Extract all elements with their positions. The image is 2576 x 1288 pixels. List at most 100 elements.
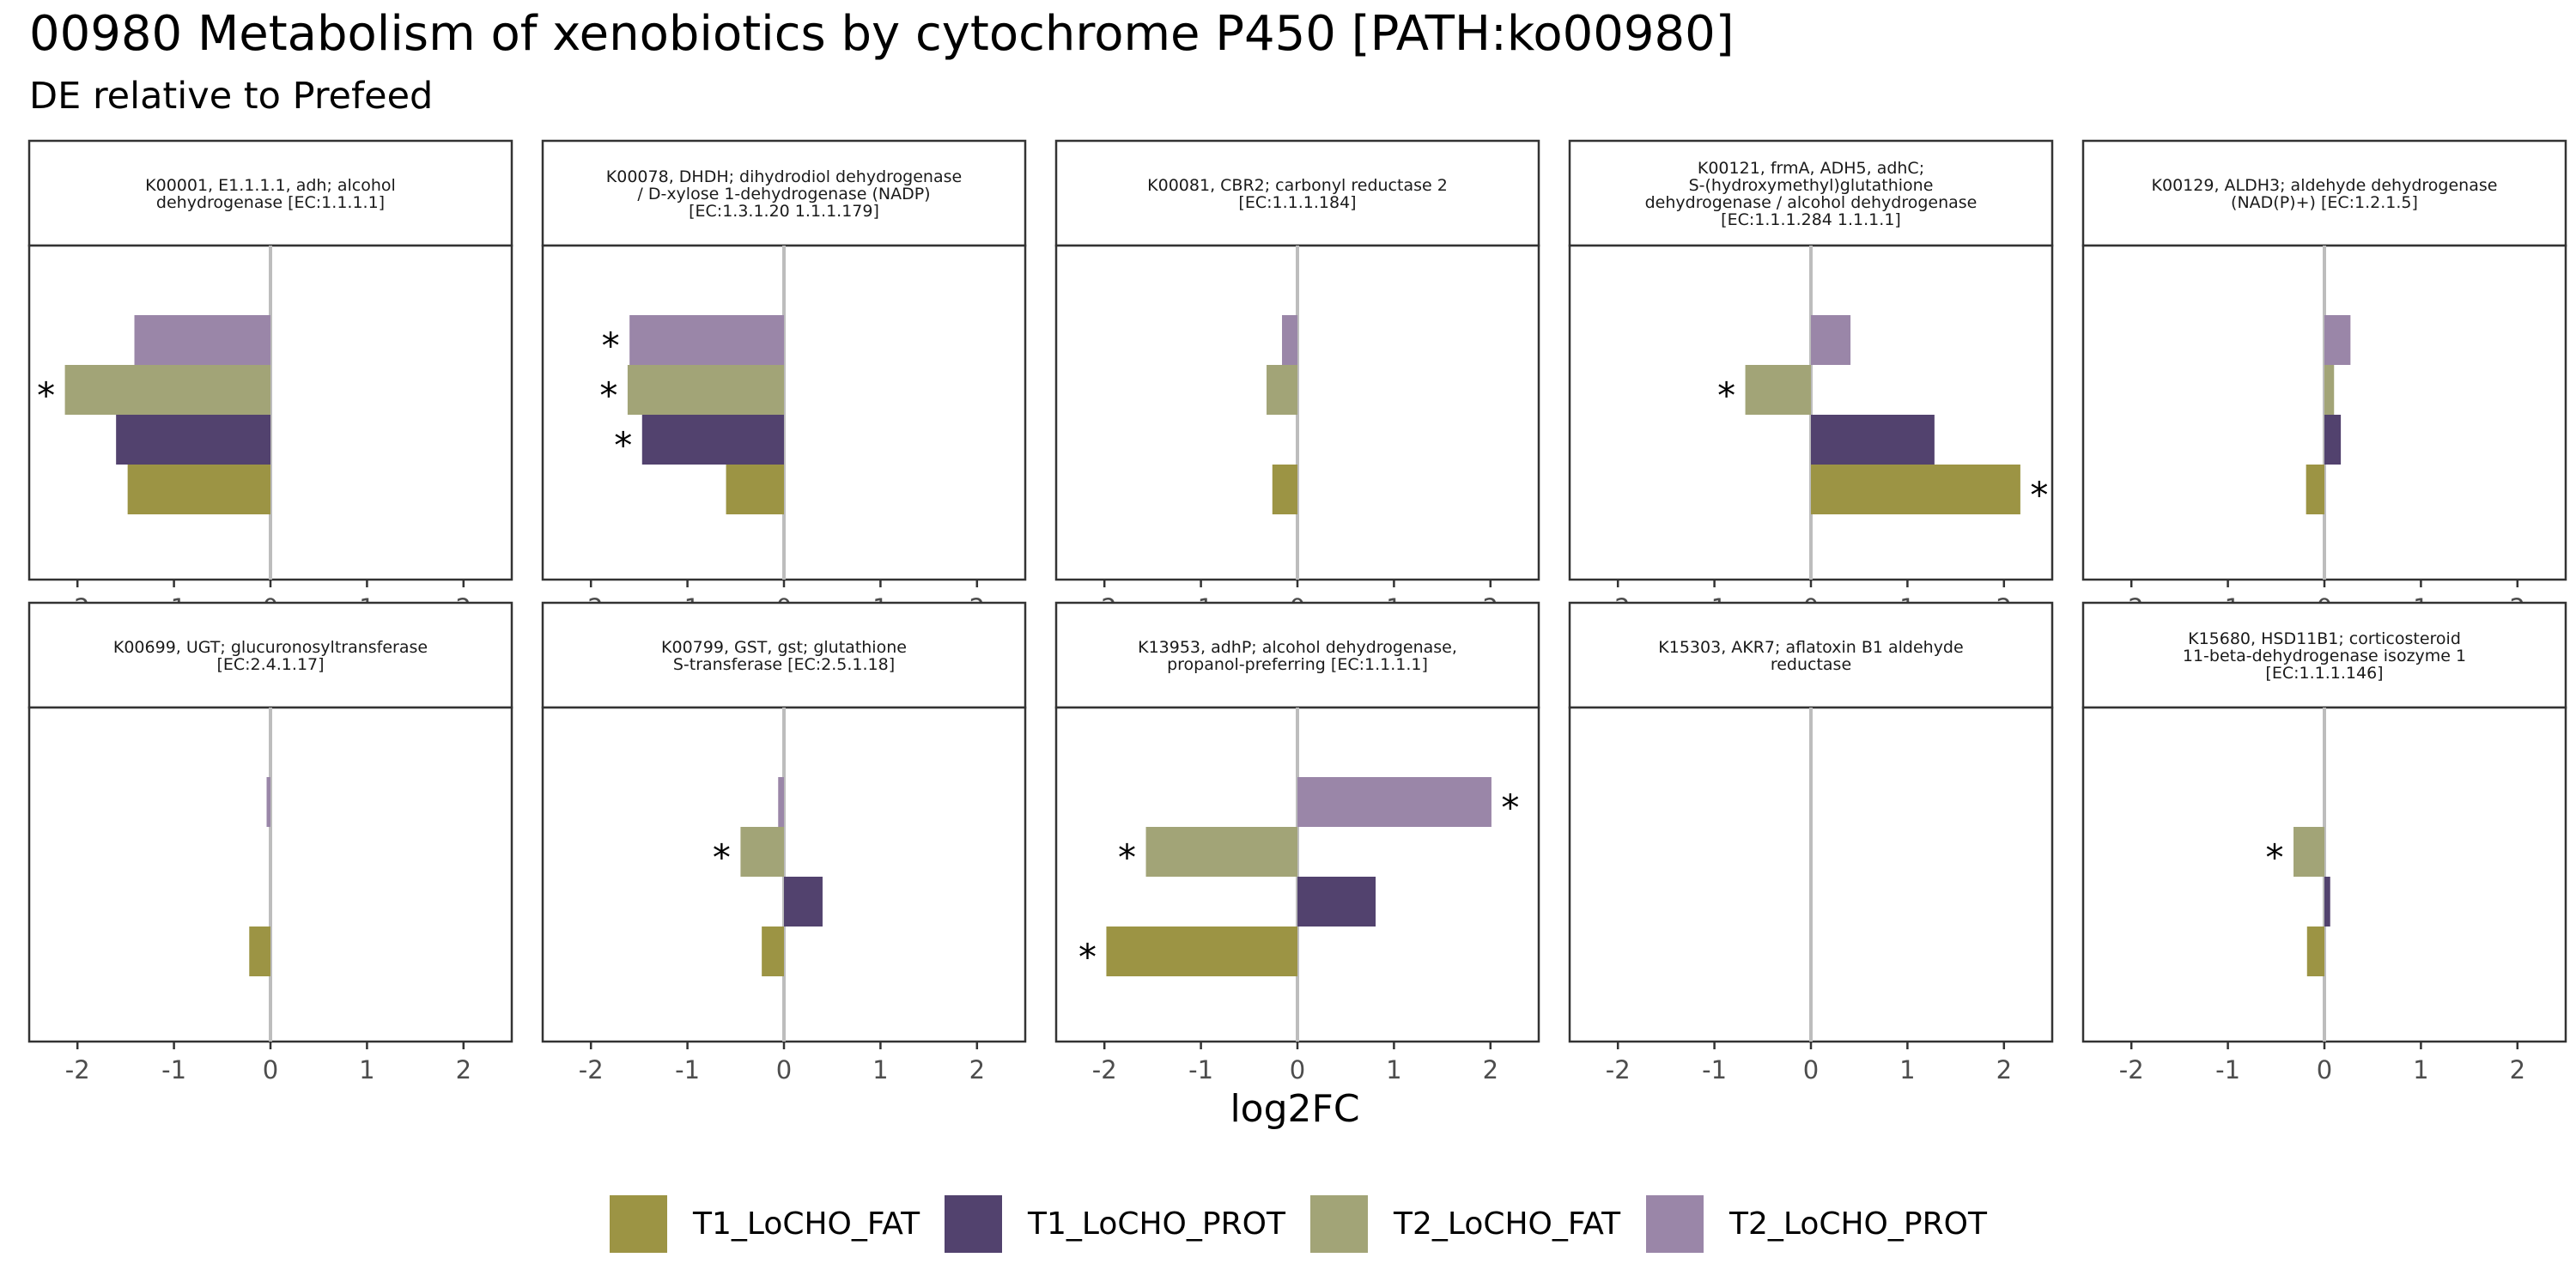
facet-strip [1054,601,1540,709]
facet-panel: K00078, DHDH; dihydrodiol dehydrogenase/… [541,139,1027,623]
legend-label: T1_LoCHO_FAT [692,1206,920,1242]
x-tick-label: 1 [1899,1055,1915,1084]
facet-strip [541,139,1027,247]
facet-strip-label: [EC:1.1.1.284 1.1.1.1] [1721,210,1901,229]
facet-panel: K00799, GST, gst; glutathioneS-transfera… [541,601,1027,1084]
bar [266,777,270,827]
bar [629,315,784,365]
bar [1282,315,1297,365]
bar [1745,365,1811,415]
legend: T1_LoCHO_FAT T1_LoCHO_PROT T2_LoCHO_FAT T2_… [610,1195,1988,1253]
facet-strip-label: K15303, AKR7; aflatoxin B1 aldehyde [1658,638,1963,657]
bar [1145,827,1297,877]
bar [249,927,270,976]
bar [1297,777,1492,827]
significance-marker: * [1078,936,1097,978]
bar [778,777,784,827]
legend-label: T2_LoCHO_PROT [1728,1206,1988,1242]
facet-strip [27,139,513,247]
facet-panel: K00129, ALDH3; aldehyde dehydrogenase(NA… [2081,139,2567,623]
legend-item: T1_LoCHO_FAT [610,1195,920,1253]
x-tick-label: -1 [2215,1055,2240,1084]
bar [2306,465,2324,514]
legend-label: T2_LoCHO_FAT [1393,1206,1621,1242]
facet-panel: K15680, HSD11B1; corticosteroid11-beta-d… [2081,601,2567,1084]
bar [2306,927,2324,976]
bar [2324,365,2335,415]
bar [627,365,784,415]
significance-marker: * [37,374,55,416]
facet-strip-label: K00078, DHDH; dihydrodiol dehydrogenase [606,167,962,186]
facet-panel: K00001, E1.1.1.1, adh; alcoholdehydrogen… [27,139,513,623]
bar [726,465,784,514]
significance-marker: * [599,374,617,416]
x-tick-label: 1 [2413,1055,2428,1084]
facet-strip [2081,139,2567,247]
facet-strip-label: dehydrogenase / alcohol dehydrogenase [1645,193,1978,212]
x-tick-label: 1 [1386,1055,1401,1084]
facet-strip-label: K00799, GST, gst; glutathione [661,638,907,657]
significance-marker: * [614,424,632,466]
bar [1297,877,1376,927]
facet-strip-label: K00081, CBR2; carbonyl reductase 2 [1147,176,1448,195]
bar [1272,465,1297,514]
facet-strip-label: [EC:2.4.1.17] [216,655,324,674]
x-tick-label: -1 [1702,1055,1727,1084]
facet-strip-label: S-transferase [EC:2.5.1.18] [673,655,895,674]
facet-strip-label: [EC:1.1.1.184] [1238,193,1356,212]
legend-item: T2_LoCHO_FAT [1310,1195,1621,1253]
facet-strip-label: 11-beta-dehydrogenase isozyme 1 [2183,647,2466,665]
facet-strip-label: S-(hydroxymethyl)glutathione [1689,176,1934,195]
facet-strip-label: dehydrogenase [EC:1.1.1.1] [156,193,385,212]
facet-strip-label: K00699, UGT; glucuronosyltransferase [113,638,428,657]
facet-strip-label: K00001, E1.1.1.1, adh; alcohol [145,176,396,195]
facet-strip-label: reductase [1771,655,1851,674]
significance-marker: * [2030,474,2048,516]
x-tick-label: -2 [1092,1055,1117,1084]
facet-panel: K13953, adhP; alcohol dehydrogenase,prop… [1054,601,1540,1084]
x-tick-label: 0 [1803,1055,1819,1084]
facet-panel: K00081, CBR2; carbonyl reductase 2[EC:1.… [1054,139,1540,623]
x-tick-label: 1 [359,1055,374,1084]
x-tick-label: 0 [1290,1055,1305,1084]
facet-panel: K00121, frmA, ADH5, adhC;S-(hydroxymethy… [1568,139,2054,623]
bar [1106,927,1297,976]
facet-strip-label: K00129, ALDH3; aldehyde dehydrogenase [2152,176,2498,195]
facet-strip [1568,139,2054,247]
x-tick-label: -2 [65,1055,90,1084]
x-tick-label: 2 [2510,1055,2525,1084]
bar [1267,365,1297,415]
bar [2324,315,2351,365]
bar [116,415,270,465]
x-tick-label: 2 [456,1055,471,1084]
x-tick-label: 0 [2317,1055,2332,1084]
bar [2293,827,2324,877]
legend-swatch [945,1195,1002,1253]
bar [740,827,784,877]
x-tick-label: 2 [969,1055,985,1084]
legend-swatch [1310,1195,1368,1253]
legend-item: T2_LoCHO_PROT [1646,1195,1988,1253]
legend-swatch [1646,1195,1704,1253]
chart-title: 00980 Metabolism of xenobiotics by cytoc… [29,6,1735,62]
facet-strip-label: propanol-preferring [EC:1.1.1.1] [1167,655,1428,674]
facet-strip-label: [EC:1.1.1.146] [2265,664,2383,683]
significance-marker: * [602,325,620,367]
facet-strip-label: (NAD(P)+) [EC:1.2.1.5] [2231,193,2418,212]
x-tick-label: 2 [1996,1055,2012,1084]
significance-marker: * [1118,836,1136,878]
bar [1811,315,1851,365]
bar [641,415,784,465]
chart-subtitle: DE relative to Prefeed [29,75,433,118]
legend-item: T1_LoCHO_PROT [945,1195,1286,1253]
facet-panel: K00699, UGT; glucuronosyltransferase[EC:… [27,601,513,1084]
facet-strip-label: K00121, frmA, ADH5, adhC; [1698,159,1924,178]
bar [1811,465,2020,514]
x-tick-label: -2 [2119,1055,2144,1084]
x-tick-label: -2 [1606,1055,1631,1084]
significance-marker: * [713,836,731,878]
facet-strip [1054,139,1540,247]
x-tick-label: 0 [263,1055,278,1084]
x-tick-label: -2 [579,1055,604,1084]
